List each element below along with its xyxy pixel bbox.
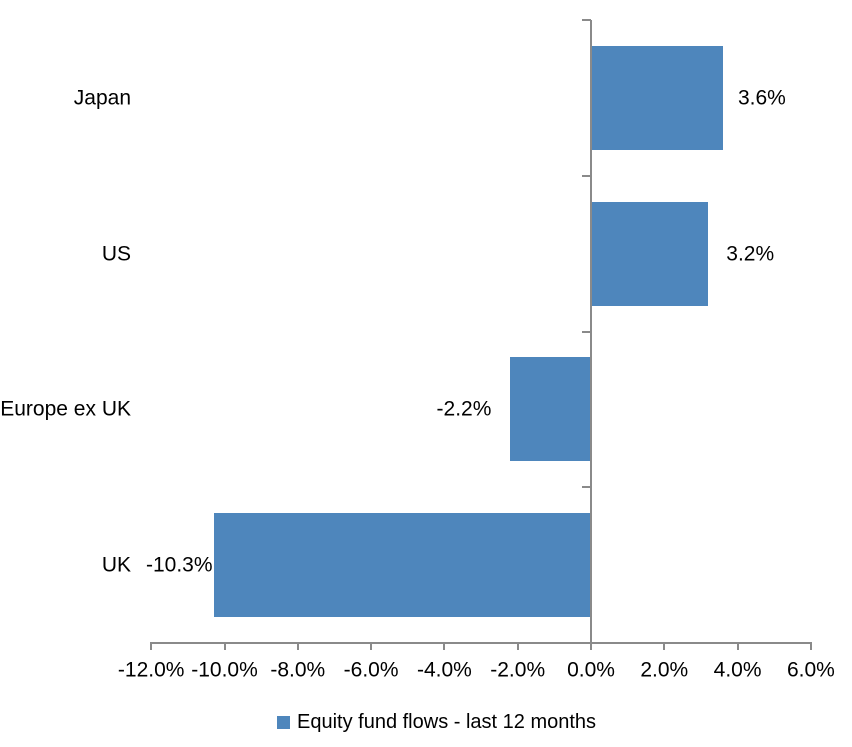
y-axis-tick [582,174,591,177]
legend-swatch-icon [277,716,290,729]
x-axis-tick [223,642,226,650]
bar-uk [213,513,591,618]
x-axis-tick [809,642,812,650]
value-label-uk: -10.3% [145,553,213,577]
category-label-us: US [101,242,131,266]
x-axis-tick [370,642,373,650]
x-axis-tick [736,642,739,650]
bar-japan [591,45,723,150]
category-label-japan: Japan [73,86,131,110]
legend-label: Equity fund flows - last 12 months [297,711,597,733]
category-label-uk: UK [101,553,131,577]
y-axis-tick [582,19,591,21]
x-tick-label: -10.0% [191,658,258,682]
x-axis-tick [150,642,153,650]
x-axis-tick [516,642,519,650]
x-tick-label: 2.0% [640,658,689,682]
x-tick-label: -6.0% [343,658,399,682]
legend: Equity fund flows - last 12 months [277,711,597,733]
value-label-japan: 3.6% [737,86,786,110]
x-axis-line [150,642,812,644]
x-tick-label: 4.0% [713,658,762,682]
category-label-europe-ex-uk: Europe ex UK [0,397,131,421]
bar-europe-ex-uk [510,357,591,462]
x-axis-tick [663,642,666,650]
value-label-europe-ex-uk: -2.2% [436,397,492,421]
x-axis-tick [443,642,446,650]
x-tick-label: -8.0% [270,658,326,682]
x-tick-label: -2.0% [490,658,546,682]
y-axis-tick [582,330,591,333]
x-tick-label: -4.0% [416,658,472,682]
y-axis-line [590,20,592,643]
value-label-us: 3.2% [726,242,775,266]
bar-us [591,201,709,306]
x-tick-label: 6.0% [786,658,835,682]
x-axis-tick [296,642,299,650]
x-axis-tick [590,642,592,650]
x-tick-label: 0.0% [567,658,615,682]
x-tick-label: -12.0% [117,658,185,682]
y-axis-tick [582,486,591,489]
